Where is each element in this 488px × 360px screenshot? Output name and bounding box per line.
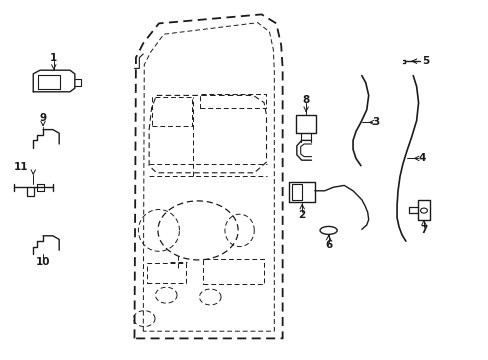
Text: 7: 7: [419, 225, 427, 235]
Text: 8: 8: [302, 95, 309, 105]
Text: 6: 6: [325, 240, 331, 250]
Text: 3: 3: [371, 117, 378, 127]
Text: 10: 10: [36, 257, 50, 267]
Text: 5: 5: [421, 56, 428, 66]
Text: 1: 1: [50, 53, 57, 63]
Text: 9: 9: [40, 113, 46, 123]
Text: 4: 4: [417, 153, 425, 163]
Text: 11: 11: [14, 162, 28, 172]
Text: 2: 2: [298, 210, 305, 220]
